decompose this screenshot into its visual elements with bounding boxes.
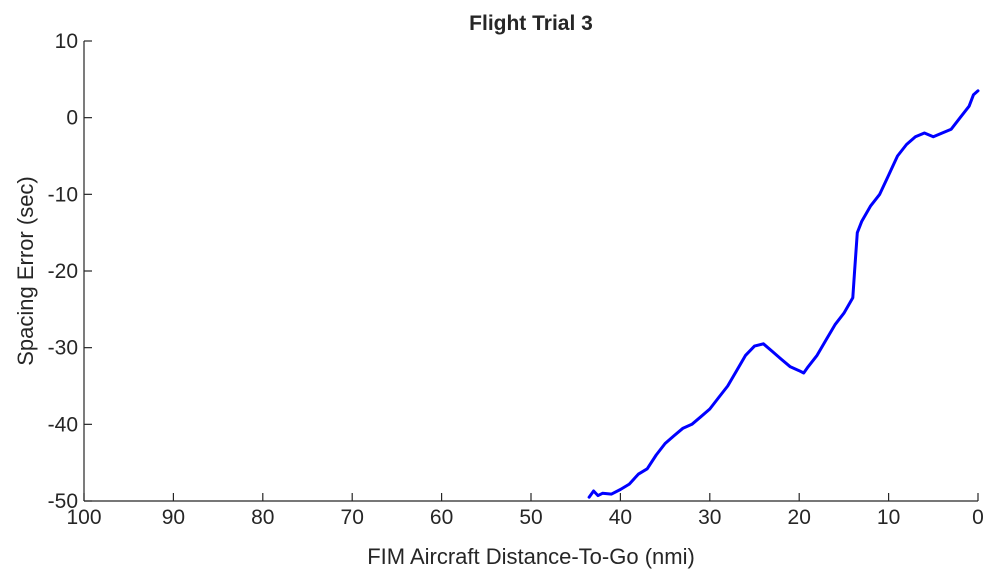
y-tick-label: -10 [48, 183, 78, 206]
x-axis-label: FIM Aircraft Distance-To-Go (nmi) [367, 544, 695, 569]
series-line-1 [587, 89, 980, 499]
y-tick-label: 0 [66, 107, 78, 130]
x-tick-label: 60 [430, 506, 453, 529]
x-tick-label: 20 [788, 506, 811, 529]
x-tick-label: 50 [519, 506, 542, 529]
x-tick-label: 40 [609, 506, 632, 529]
x-tick-label: 70 [341, 506, 364, 529]
x-tick-label: 80 [251, 506, 274, 529]
x-tick-label: 0 [972, 506, 984, 529]
x-tick-label: 10 [877, 506, 900, 529]
y-tick-label: -50 [48, 490, 78, 513]
y-tick-label: -40 [48, 413, 78, 436]
y-axis-label: Spacing Error (sec) [13, 176, 38, 366]
y-tick-label: -30 [48, 337, 78, 360]
chart-title: Flight Trial 3 [469, 12, 593, 35]
series-layer [587, 89, 980, 499]
x-tick-label: 100 [66, 506, 101, 529]
x-tick-label: 90 [162, 506, 185, 529]
y-tick-label: 10 [55, 30, 78, 53]
x-tick-label: 30 [698, 506, 721, 529]
y-tick-label: -20 [48, 260, 78, 283]
